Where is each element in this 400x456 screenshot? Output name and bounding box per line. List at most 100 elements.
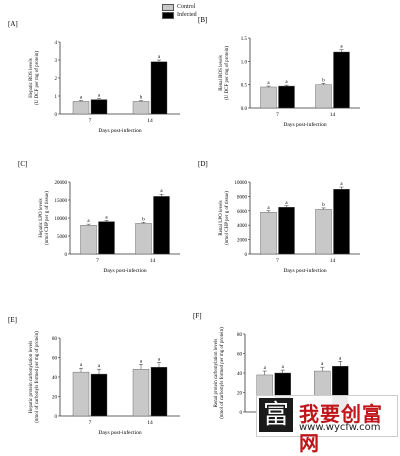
bar-control-day7 (260, 86, 277, 109)
significance-label: a (264, 366, 267, 371)
y-axis-label: Renal ROS levels(U DCF per mg of protein… (219, 46, 230, 100)
y-tick-label: 4 (55, 41, 58, 46)
significance-label: a (340, 182, 343, 187)
x-axis-label: Days post-infection (283, 121, 326, 128)
significance-label: b (142, 217, 145, 222)
y-axis-label: Renal protein carbonylation levels(nmol … (214, 327, 225, 419)
significance-label: a (285, 80, 288, 85)
y-tick-label: 8000 (237, 195, 248, 200)
watermark-url: www.wycfw.com (299, 422, 381, 433)
legend: Control Infected (162, 4, 197, 20)
bar-control-day14 (135, 223, 152, 255)
bar-control-day14 (132, 101, 150, 115)
panel-2: [B] 0.0 0.5 1.0 1.5 Renal ROS levels(U DCF pe… (198, 16, 360, 128)
bar-infected-day14 (150, 367, 168, 417)
bar-infected-day7 (278, 85, 295, 109)
y-tick-label: 1.0 (241, 60, 248, 65)
y-tick-label: 60 (237, 353, 243, 358)
legend-label-infected: Infected (177, 12, 197, 18)
x-tick-label: 14 (330, 258, 336, 264)
y-axis-label-line: (U DCF per mg of protein) (225, 46, 230, 100)
y-tick-label: 1.5 (241, 37, 248, 42)
y-axis-label-line: Hepatic protein carbonylation levels (29, 341, 34, 414)
x-tick-label: 14 (147, 118, 153, 124)
y-axis-label: Hepatic LPO levels(nmol CHP per g of tis… (39, 191, 50, 245)
x-tick-label: 7 (276, 258, 279, 264)
watermark-logo: 富 (259, 398, 293, 432)
y-tick-label: 10000 (235, 181, 248, 186)
y-tick-label: 0 (55, 113, 58, 118)
bar-control-day7 (260, 212, 277, 255)
x-tick-label: 7 (89, 420, 92, 426)
panel-5: [E] 0 20 40 60 80 Hepatic protein carbonylatio… (8, 316, 180, 436)
bar-infected-day7 (90, 373, 108, 417)
panel-label: [D] (198, 160, 208, 168)
y-tick-label: 4000 (237, 224, 248, 229)
y-tick-label: 60 (52, 357, 58, 362)
bar-control-day14 (132, 369, 150, 417)
y-axis-label: Hepatic ROS levels(U DCF per mg of prote… (29, 51, 40, 105)
bar-control-day14 (315, 84, 332, 109)
significance-label: a (80, 363, 83, 368)
significance-label: b (322, 78, 325, 83)
bar-infected-day7 (98, 221, 115, 255)
watermark: 富 我要创富网 www.wycfw.com (256, 395, 398, 455)
panel-4: [D] 0 2000 4000 6000 8000 10000 Renal LPO level… (198, 160, 360, 274)
y-tick-label: 20 (52, 396, 58, 401)
significance-label: a (158, 357, 161, 362)
x-axis-label: Days post-infection (98, 127, 141, 134)
significance-label: a (105, 216, 108, 221)
x-axis-label: Days post-infection (283, 267, 326, 274)
y-tick-label: 20 (237, 392, 243, 397)
y-axis-label-line: (nmol CHP per g of tissue) (45, 191, 50, 245)
significance-label: a (267, 206, 270, 211)
panel-label: [F] (193, 312, 202, 320)
significance-label: a (98, 94, 101, 99)
y-tick-label: 5000 (57, 235, 68, 240)
legend-control: Control (162, 4, 197, 11)
y-tick-label: 2 (55, 77, 58, 82)
significance-label: a (87, 219, 90, 224)
y-axis-label-line: (U DCF per mg of protein) (35, 51, 40, 105)
bar-infected-day14 (333, 51, 350, 109)
significance-label: a (140, 359, 143, 364)
bar-control-day14 (315, 209, 332, 255)
y-axis-label-line: (nmol CHP per g of tissue) (225, 191, 230, 245)
y-tick-label: 40 (52, 376, 58, 381)
y-tick-label: 20000 (55, 181, 68, 186)
panel-label: [C] (18, 160, 27, 168)
panel-label: [E] (8, 316, 17, 324)
significance-label: a (267, 81, 270, 86)
y-tick-label: 0 (55, 415, 58, 420)
y-tick-label: 0 (240, 411, 243, 416)
y-tick-label: 6000 (237, 210, 248, 215)
y-tick-label: 1 (55, 95, 58, 100)
bar-control-day7 (80, 224, 97, 255)
y-tick-label: 10000 (55, 217, 68, 222)
y-tick-label: 3 (55, 59, 58, 64)
x-tick-label: 14 (330, 112, 336, 118)
significance-label: b (322, 203, 325, 208)
significance-label: a (285, 201, 288, 206)
bar-infected-day7 (278, 206, 295, 255)
y-tick-label: 40 (237, 372, 243, 377)
bar-infected-day7 (90, 99, 108, 115)
y-tick-label: 0 (65, 253, 68, 258)
panel-label: [A] (8, 20, 18, 28)
significance-label: a (98, 364, 101, 369)
panel-1: [A] 0 1 2 3 4 Hepatic ROS levels(U DCF per mg … (8, 20, 180, 134)
y-axis-label-line: Renal LPO levels (219, 200, 224, 235)
significance-label: a (340, 45, 343, 50)
y-axis-label-line: Renal ROS levels (219, 55, 224, 91)
x-tick-label: 14 (147, 420, 153, 426)
x-tick-label: 14 (150, 258, 156, 264)
y-axis-label: Renal LPO levels(nmol CHP per g of tissu… (219, 191, 230, 245)
y-tick-label: 0.0 (241, 107, 248, 112)
significance-label: a (282, 365, 285, 370)
y-tick-label: 80 (237, 333, 243, 338)
x-tick-label: 7 (96, 258, 99, 264)
y-axis-label-line: (nmol of carbonyls formed per mg of prot… (35, 331, 40, 423)
bar-infected-day14 (150, 61, 168, 115)
y-tick-label: 2000 (237, 239, 248, 244)
legend-label-control: Control (177, 4, 196, 10)
